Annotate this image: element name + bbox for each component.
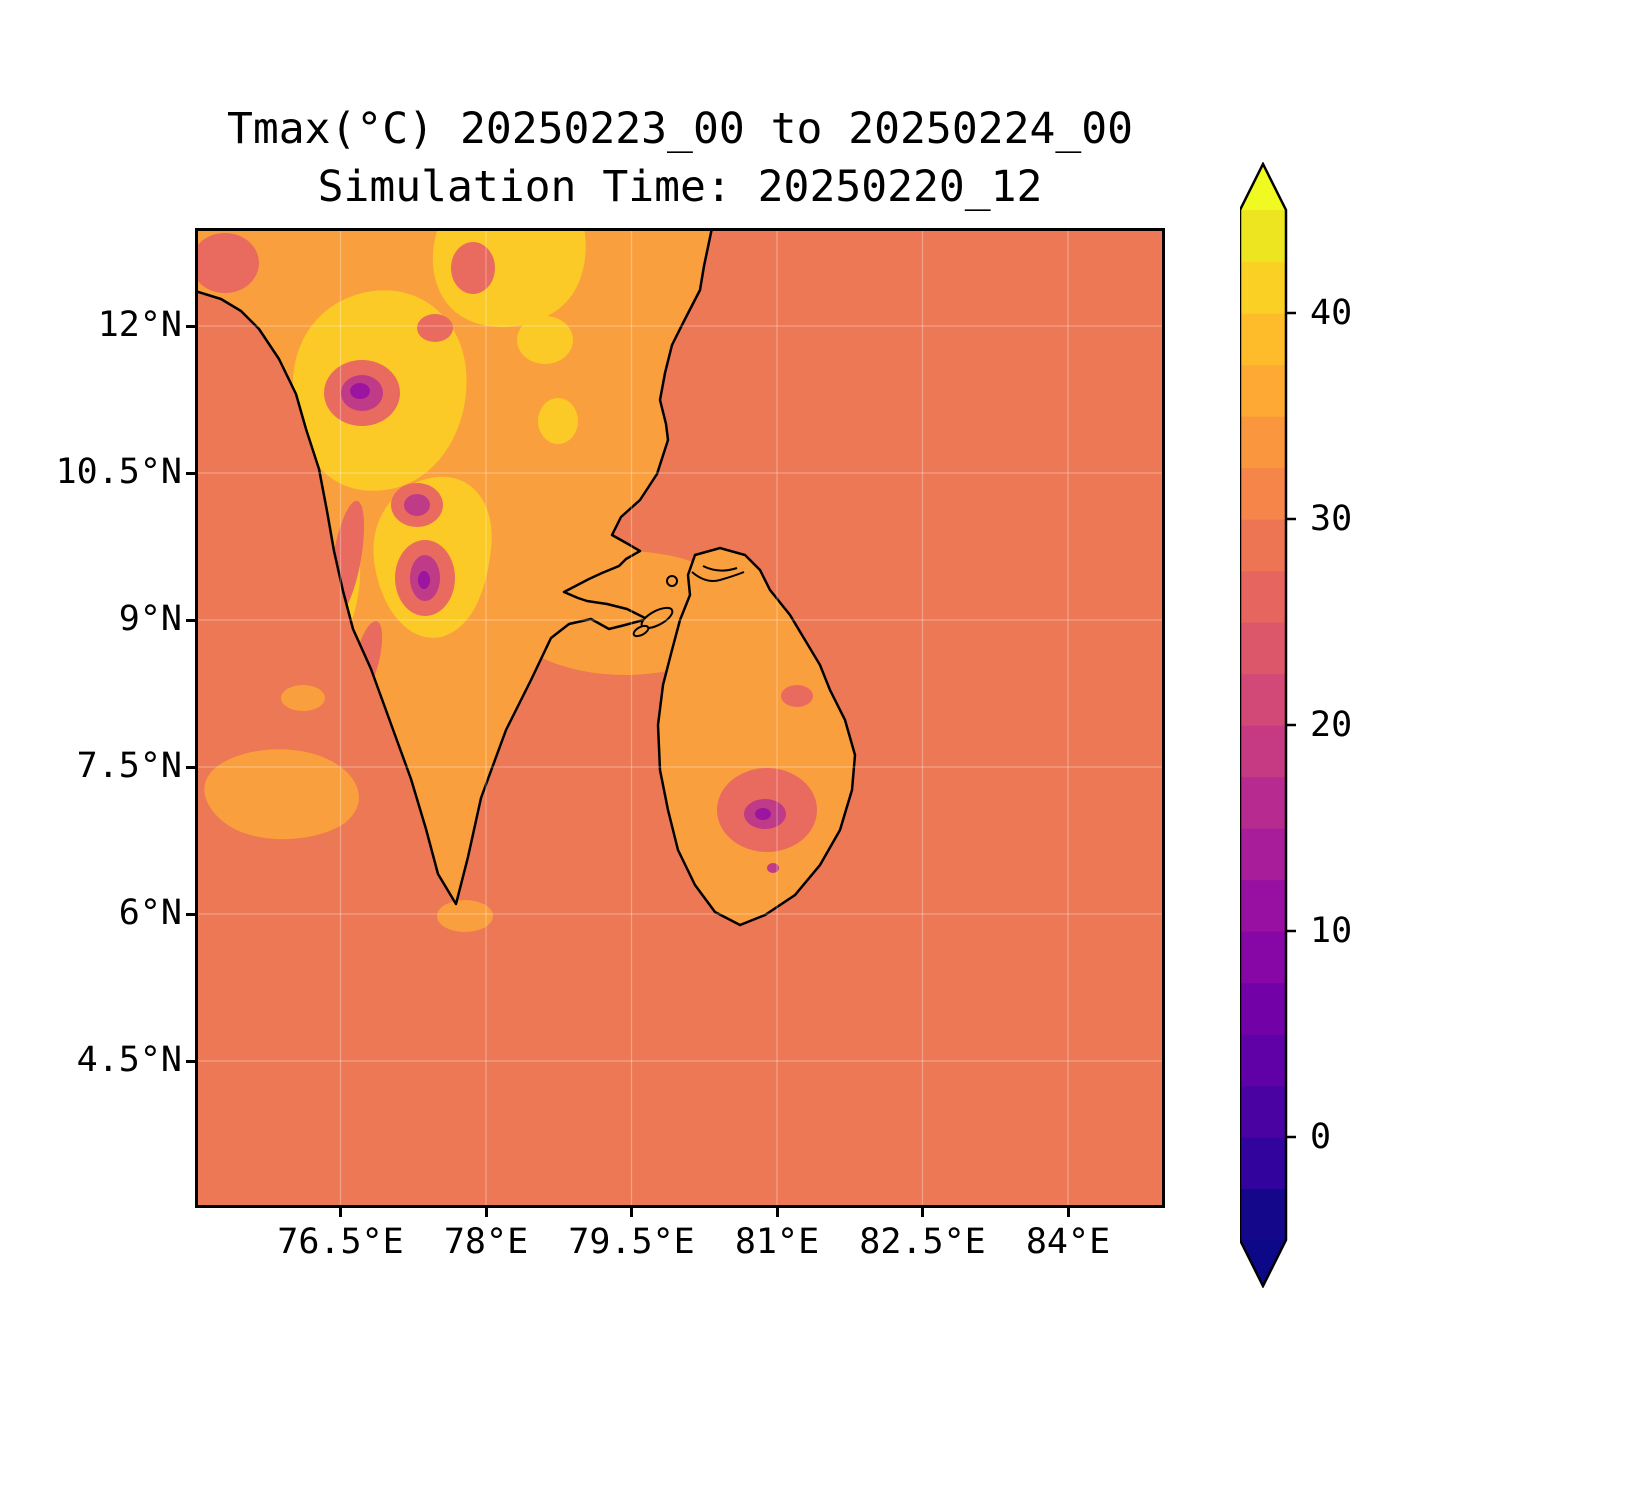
warm-ocean-patch	[437, 900, 493, 932]
colorbar-band	[1240, 467, 1286, 520]
india-coastline	[195, 228, 714, 906]
x-tick-label: 81°E	[734, 1222, 820, 1262]
y-tick-label: 6°N	[118, 893, 182, 934]
jaffna-lagoon-line	[691, 571, 745, 582]
colorbar-extend-under-arrow	[1240, 1240, 1286, 1286]
colorbar-tick-label: 10	[1310, 911, 1353, 951]
colorbar-band	[1240, 879, 1286, 932]
x-tick-mark	[921, 1208, 924, 1217]
colorbar-band	[1240, 1034, 1286, 1087]
y-tick-mark	[186, 471, 195, 475]
y-tick-label: 4.5°N	[76, 1040, 182, 1081]
hot-contour-patch	[517, 316, 573, 364]
x-tick-label: 79.5°E	[568, 1222, 695, 1262]
colorbar-tick-label: 20	[1310, 705, 1353, 745]
colorbar-tick-label: 0	[1310, 1117, 1332, 1157]
cool-contour-patch	[195, 233, 259, 293]
highland-cold-spot	[767, 863, 779, 873]
colorbar	[1240, 162, 1296, 1288]
colorbar-band	[1240, 828, 1286, 881]
y-tick-mark	[186, 1059, 195, 1063]
y-tick-mark	[186, 765, 195, 769]
x-tick-label: 76.5°E	[277, 1222, 404, 1262]
y-tick-mark	[186, 912, 195, 916]
x-tick-mark	[630, 1208, 633, 1217]
sri-lanka-temperature-contours	[717, 685, 817, 873]
colorbar-band	[1240, 416, 1286, 469]
colorbar-band	[1240, 982, 1286, 1035]
colorbar-outline	[1240, 162, 1288, 1288]
warm-ocean-patch	[281, 685, 325, 711]
y-tick-label: 10.5°N	[55, 452, 182, 493]
y-tick-label: 7.5°N	[76, 746, 182, 787]
colorbar-tick-label: 40	[1310, 293, 1353, 333]
colorbar-band	[1240, 1085, 1286, 1138]
colorbar-tick-label: 30	[1310, 499, 1353, 539]
x-tick-label: 82.5°E	[859, 1222, 986, 1262]
highland-cold-core	[755, 808, 771, 820]
y-tick-mark	[186, 324, 195, 328]
x-tick-mark	[339, 1208, 342, 1217]
colorbar-band	[1240, 673, 1286, 726]
x-tick-mark	[1066, 1208, 1070, 1217]
y-tick-mark	[186, 618, 195, 622]
chart-subtitle: Simulation Time: 20250220_12	[317, 162, 1043, 212]
plot-border	[195, 228, 1165, 1208]
y-tick-label: 12°N	[97, 305, 182, 346]
colorbar-band	[1240, 776, 1286, 829]
islet	[666, 575, 678, 587]
highland-cold-core	[350, 383, 370, 399]
colorbar-band	[1240, 622, 1286, 675]
highland-cold-core	[418, 571, 430, 589]
x-tick-mark	[775, 1208, 779, 1217]
temperature-map	[195, 228, 1165, 1208]
colorbar-band	[1240, 570, 1286, 623]
highland-cold-spot	[404, 494, 430, 516]
colorbar-band	[1240, 1137, 1286, 1190]
colorbar-band	[1240, 364, 1286, 417]
y-tick-label: 9°N	[118, 599, 182, 640]
chart-title: Tmax(°C) 20250223_00 to 20250224_00	[226, 104, 1134, 154]
cool-contour-patch	[417, 314, 453, 342]
islet	[632, 624, 650, 638]
colorbar-band	[1240, 931, 1286, 984]
x-tick-mark	[484, 1208, 488, 1217]
india-temperature-contours	[195, 228, 586, 699]
colorbar-band	[1240, 261, 1286, 314]
hot-contour-patch	[538, 398, 578, 444]
colorbar-extend-over-arrow	[1240, 164, 1286, 210]
x-tick-label: 84°E	[1025, 1222, 1111, 1262]
gridlines	[195, 228, 1165, 1208]
colorbar-band	[1240, 519, 1286, 572]
warm-ocean-patch	[204, 749, 359, 840]
colorbar-tick-marks	[1286, 311, 1296, 1139]
colorbar-bands	[1240, 210, 1286, 1241]
cool-contour-patch	[781, 685, 813, 707]
colorbar-band	[1240, 725, 1286, 778]
colorbar-band	[1240, 210, 1286, 263]
colorbar-band	[1240, 313, 1286, 366]
x-tick-label: 78°E	[443, 1222, 529, 1262]
cool-contour-patch	[451, 242, 495, 294]
colorbar-band	[1240, 1188, 1286, 1241]
jaffna-lagoon-line	[702, 565, 738, 572]
